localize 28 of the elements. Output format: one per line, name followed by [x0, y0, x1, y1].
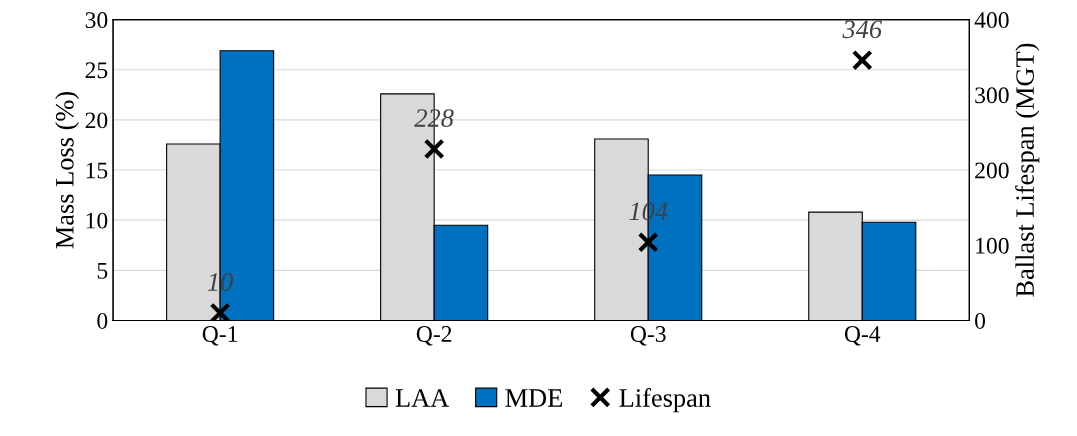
- y-axis-title: Mass Loss (%): [55, 92, 80, 249]
- y2-axis-title: Ballast Lifespan (MGT): [1015, 43, 1040, 297]
- data-label: 10: [207, 273, 233, 291]
- y-tick-label: 25: [85, 62, 108, 79]
- y-tick-label: 5: [97, 263, 108, 279]
- y-tick-label: 10: [86, 212, 108, 229]
- x-tick-label: Q-3: [630, 326, 666, 346]
- y2-tick-label: 400: [974, 12, 1009, 29]
- data-label: 104: [629, 202, 668, 221]
- point: [851, 49, 873, 71]
- y2-tick-label: 200: [975, 162, 1009, 179]
- y-tick-label: 0: [97, 312, 108, 329]
- data-label: 346: [842, 20, 882, 39]
- x-tick-label: Q-2: [416, 326, 452, 346]
- point: [423, 138, 445, 160]
- y-tick-label: 15: [86, 162, 108, 179]
- legend-label: Lifespan: [619, 388, 711, 413]
- point: [637, 231, 659, 253]
- x-tick-label: Q-1: [202, 326, 238, 346]
- y2-tick-label: 100: [976, 237, 1009, 254]
- y2-tick-label: 300: [975, 87, 1009, 104]
- legend-label: MDE: [505, 389, 562, 407]
- y2-tick-label: 0: [975, 312, 986, 329]
- point: [209, 302, 231, 321]
- legend-label: LAA: [395, 389, 450, 407]
- y-tick-label: 20: [85, 112, 108, 129]
- y-tick-label: 30: [85, 12, 108, 29]
- x-tick-label: Q-4: [844, 326, 881, 346]
